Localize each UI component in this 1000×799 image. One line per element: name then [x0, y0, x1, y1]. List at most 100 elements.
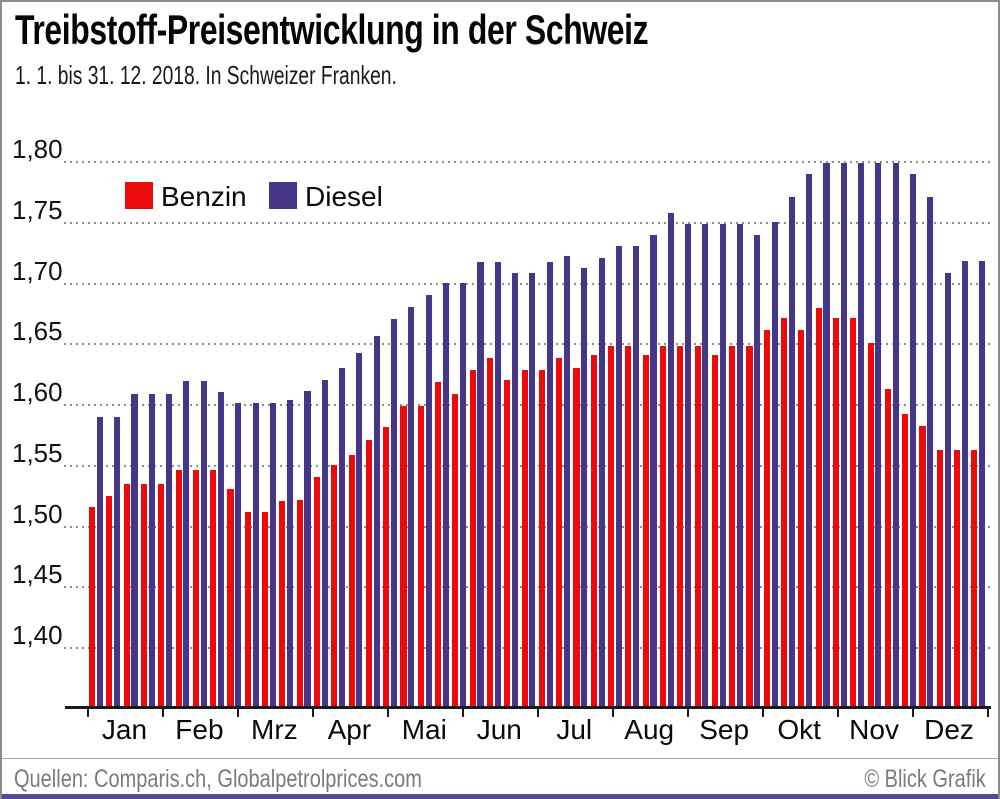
x-label-jun: Jun	[476, 714, 522, 745]
x-label-apr: Apr	[327, 714, 372, 745]
brand-bottom-bar	[2, 794, 998, 799]
bar-benzin-week-25	[504, 379, 511, 706]
x-label-dez: Dez	[924, 714, 974, 745]
gridline-1,80	[64, 161, 992, 163]
bar-benzin-week-46	[867, 343, 874, 706]
gridline-1,50	[64, 525, 992, 528]
bar-benzin-week-1	[89, 507, 96, 706]
bar-benzin-week-6	[175, 469, 182, 706]
credit-text: © Blick Grafik	[864, 765, 986, 793]
bar-diesel-week-29	[581, 267, 588, 706]
bar-benzin-week-47	[884, 389, 891, 706]
bar-benzin-week-7	[192, 469, 199, 706]
bar-benzin-week-38	[729, 345, 736, 706]
legend-label-benzin: Benzin	[161, 181, 247, 212]
bar-benzin-week-14	[313, 476, 321, 706]
bar-benzin-week-3	[123, 484, 130, 706]
x-axis-tick-7	[611, 709, 614, 717]
y-axis-label-1,70: 1,70	[12, 255, 63, 286]
bar-diesel-week-48	[909, 174, 917, 706]
x-axis-line	[65, 706, 991, 709]
bar-diesel-week-16	[356, 352, 363, 706]
bar-benzin-week-21	[435, 382, 442, 706]
bar-diesel-week-27	[546, 261, 553, 706]
bar-diesel-week-51	[961, 260, 968, 706]
footer-divider	[2, 758, 998, 759]
bar-diesel-week-52	[979, 260, 986, 706]
bar-benzin-week-41	[781, 317, 788, 706]
bar-diesel-week-12	[287, 400, 294, 706]
bar-diesel-week-39	[754, 235, 761, 706]
bar-benzin-week-5	[158, 484, 165, 706]
bar-diesel-week-7	[200, 380, 207, 706]
x-axis-tick-10	[836, 709, 839, 717]
x-label-sep: Sep	[699, 714, 750, 745]
bar-diesel-week-43	[823, 163, 830, 706]
bar-diesel-week-19	[408, 306, 415, 706]
bar-diesel-week-50	[944, 272, 951, 706]
bar-benzin-week-48	[902, 413, 909, 706]
x-axis-tick-5	[461, 709, 464, 717]
bar-diesel-week-33	[650, 235, 657, 706]
y-axis-label-1,65: 1,65	[12, 316, 63, 347]
bar-diesel-week-8	[217, 391, 225, 706]
bar-benzin-week-29	[573, 367, 580, 706]
bar-diesel-week-47	[892, 163, 899, 706]
bar-benzin-week-45	[850, 317, 857, 706]
bar-diesel-week-42	[806, 174, 813, 706]
bar-benzin-week-40	[763, 329, 770, 706]
gridline-1,45	[64, 586, 992, 589]
bar-benzin-week-37	[711, 355, 718, 706]
x-axis-tick-3	[311, 709, 314, 717]
bar-benzin-week-30	[590, 355, 597, 706]
y-axis-label-1,40: 1,40	[12, 620, 63, 650]
bar-diesel-week-21	[442, 282, 449, 706]
bar-diesel-week-46	[875, 163, 882, 706]
bar-diesel-week-26	[529, 272, 536, 706]
bar-diesel-week-25	[512, 272, 519, 706]
bar-diesel-week-28	[563, 255, 571, 706]
x-label-okt: Okt	[777, 714, 821, 745]
bar-diesel-week-38	[736, 224, 744, 706]
bar-diesel-week-1	[96, 417, 103, 706]
gridline-1,70	[64, 282, 992, 285]
legend-swatch-benzin	[125, 182, 153, 209]
y-axis-label-1,60: 1,60	[12, 377, 63, 407]
x-label-jan: Jan	[101, 714, 148, 745]
sources-text: Quellen: Comparis.ch, Globalpetrolprices…	[14, 765, 422, 793]
y-axis-label-1,50: 1,50	[12, 498, 63, 529]
bar-benzin-week-23	[469, 369, 476, 706]
gridline-1,60	[64, 404, 992, 406]
bar-diesel-week-18	[390, 318, 398, 706]
y-axis-label-1,75: 1,75	[12, 194, 63, 225]
bar-benzin-week-2	[106, 496, 113, 706]
bar-benzin-week-36	[694, 345, 701, 706]
bar-diesel-week-15	[339, 367, 346, 706]
x-label-mai: Mai	[401, 714, 447, 745]
bar-benzin-week-19	[400, 406, 407, 706]
bar-diesel-week-11	[269, 402, 276, 706]
bar-diesel-week-36	[702, 224, 709, 706]
bar-benzin-week-34	[659, 345, 667, 706]
x-label-nov: Nov	[849, 714, 899, 745]
x-axis-tick-6	[536, 709, 539, 717]
x-axis-tick-4	[386, 709, 389, 717]
bar-diesel-week-3	[131, 394, 138, 706]
bar-benzin-week-17	[365, 440, 372, 706]
bar-benzin-week-50	[936, 450, 943, 706]
bar-diesel-week-32	[633, 246, 640, 706]
bar-diesel-week-5	[166, 394, 173, 706]
bar-diesel-week-9	[235, 402, 242, 706]
y-axis-label-1,55: 1,55	[12, 437, 63, 468]
page-subtitle: 1. 1. bis 31. 12. 2018. In Schweizer Fra…	[15, 60, 397, 90]
gridline-1,75	[64, 221, 992, 224]
bar-benzin-week-16	[348, 455, 355, 706]
bar-diesel-week-37	[719, 224, 726, 706]
bar-benzin-week-27	[538, 369, 545, 706]
bar-benzin-week-15	[331, 464, 338, 706]
bar-diesel-week-10	[252, 402, 259, 706]
bar-diesel-week-30	[598, 258, 605, 706]
bar-benzin-week-22	[452, 394, 459, 706]
gridline-1,40	[64, 647, 992, 649]
bar-benzin-week-44	[832, 317, 840, 706]
